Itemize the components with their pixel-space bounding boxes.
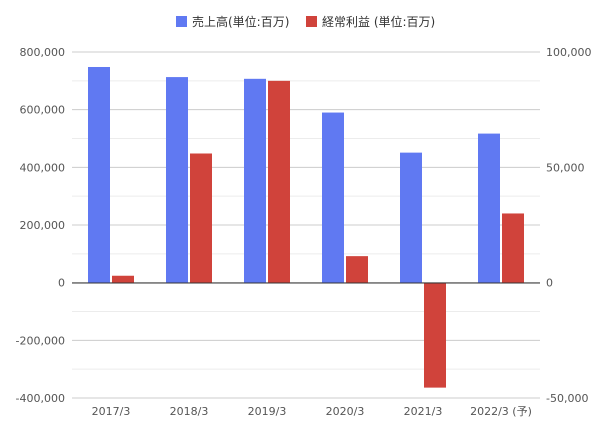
bar-ordinary-profit <box>112 275 134 283</box>
x-tick-label: 2020/3 <box>326 405 365 418</box>
y-left-tick-label: 600,000 <box>20 104 66 117</box>
bar-sales <box>322 112 344 283</box>
legend-label-ordinary-profit: 経常利益 (単位:百万) <box>322 14 435 29</box>
bar-layer <box>88 66 524 388</box>
bar-sales <box>244 78 266 283</box>
x-tick-label: 2019/3 <box>248 405 287 418</box>
x-tick-label: 2021/3 <box>404 405 443 418</box>
grid-layer <box>72 51 540 399</box>
axis-layer: 800,000 600,000 400,000 200,000 0 -200,000 -40… <box>16 46 592 418</box>
bar-sales <box>478 133 500 283</box>
y-left-tick-label: -400,000 <box>16 392 65 405</box>
bar-sales <box>400 152 422 283</box>
y-left-tick-label: 800,000 <box>20 46 66 59</box>
y-left-tick-label: 0 <box>58 277 65 290</box>
bar-ordinary-profit <box>190 153 212 283</box>
x-tick-label: 2022/3 (予) <box>470 405 532 418</box>
x-tick-label: 2018/3 <box>170 405 209 418</box>
bar-ordinary-profit <box>424 282 446 388</box>
legend-swatch-sales <box>176 16 187 27</box>
y-right-tick-label: -50,000 <box>546 392 588 405</box>
bar-sales <box>166 77 188 283</box>
legend-swatch-ordinary-profit <box>306 16 317 27</box>
bar-sales <box>88 66 110 283</box>
bar-ordinary-profit <box>502 213 524 283</box>
y-left-tick-label: -200,000 <box>16 334 65 347</box>
legend-label-sales: 売上高(単位:百万) <box>192 14 289 29</box>
y-right-tick-label: 0 <box>546 277 553 290</box>
bar-ordinary-profit <box>268 80 290 283</box>
bar-ordinary-profit <box>346 256 368 283</box>
y-right-tick-label: 100,000 <box>546 46 592 59</box>
y-left-tick-label: 400,000 <box>20 161 66 174</box>
legend: 売上高(単位:百万) 経常利益 (単位:百万) <box>176 14 435 29</box>
x-tick-label: 2017/3 <box>92 405 131 418</box>
y-right-tick-label: 50,000 <box>546 161 585 174</box>
y-left-tick-label: 200,000 <box>20 219 66 232</box>
